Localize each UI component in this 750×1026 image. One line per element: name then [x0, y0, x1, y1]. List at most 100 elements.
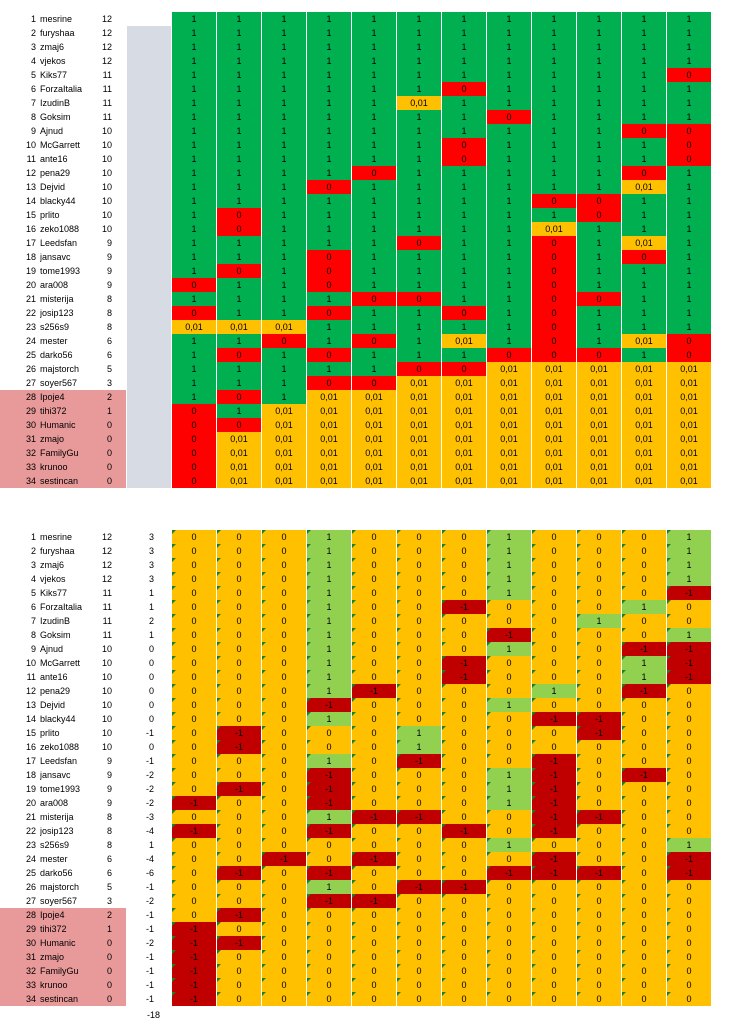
- grid-cell: 1: [622, 208, 666, 222]
- grid-cell: 1: [307, 600, 351, 614]
- grid-cell: 0: [352, 978, 396, 992]
- rank-cell: 28: [25, 910, 36, 920]
- grid-cell: 1: [262, 180, 306, 194]
- grid-cell: 0,01: [487, 418, 531, 432]
- grid-cell: 1: [487, 572, 531, 586]
- points-cell: 2: [106, 910, 112, 920]
- rank-cell: 4: [30, 574, 36, 584]
- grid-cell: 0: [442, 544, 486, 558]
- player-name: Ajnud: [40, 644, 64, 654]
- difference-cell: -4: [145, 826, 154, 836]
- difference-cell: -1: [145, 910, 154, 920]
- difference-total: -18: [146, 1010, 160, 1020]
- grid-cell: 1: [307, 362, 351, 376]
- table-row: 3 zmaj6 12 1 1 1 1 1 1 1 1 1 1 1 1: [0, 40, 750, 54]
- player-name: furyshaa: [40, 546, 75, 556]
- player-name: soyer567: [40, 896, 78, 906]
- grid-cell: 1: [397, 110, 441, 124]
- grid-cell: 1: [172, 110, 216, 124]
- table-row: 7 IzudinB 11 2 0 0 0 1 0 0 0 0 0 1 0 0: [0, 614, 750, 628]
- grid-cell: 1: [262, 68, 306, 82]
- rank-cell: 4: [30, 56, 36, 66]
- grid-cell: 0: [262, 530, 306, 544]
- player-name: zmajo: [40, 952, 65, 962]
- grid-cell: 1: [487, 54, 531, 68]
- grid-cell: 0,01: [442, 390, 486, 404]
- points-cell: 10: [101, 700, 112, 710]
- grid-cell: 0: [217, 894, 261, 908]
- grid-cell: 0: [262, 768, 306, 782]
- grid-cell: 1: [307, 222, 351, 236]
- grid-cell: 0,01: [667, 432, 711, 446]
- grid-cell: -1: [307, 866, 351, 880]
- grid-cell: 1: [307, 712, 351, 726]
- grid-cell: 0: [352, 754, 396, 768]
- grid-cell: 1: [262, 152, 306, 166]
- grid-cell: 0: [397, 768, 441, 782]
- grid-cell: 0: [622, 698, 666, 712]
- grid-cell: 0: [352, 166, 396, 180]
- grid-cell: 0: [487, 670, 531, 684]
- grid-cell: 1: [172, 194, 216, 208]
- grid-cell: 0: [352, 656, 396, 670]
- grid-cell: 0,01: [577, 376, 621, 390]
- grid-cell: 0,01: [442, 376, 486, 390]
- grid-cell: 0: [442, 936, 486, 950]
- grid-cell: 1: [397, 264, 441, 278]
- grid-cell: -1: [622, 768, 666, 782]
- grid-cell: 0: [262, 964, 306, 978]
- player-name: Goksim: [40, 112, 71, 122]
- grid-cell: 1: [262, 348, 306, 362]
- grid-cell: 1: [577, 180, 621, 194]
- points-cell: 3: [106, 378, 112, 388]
- grid-cell: 1: [217, 82, 261, 96]
- grid-cell: 1: [352, 54, 396, 68]
- grid-cell: 1: [262, 110, 306, 124]
- grid-cell: 0: [352, 740, 396, 754]
- grid-cell: 0,01: [442, 460, 486, 474]
- points-cell: 5: [106, 364, 112, 374]
- grid-cell: 0: [622, 124, 666, 138]
- grid-cell: 1: [352, 250, 396, 264]
- grid-cell: 0: [532, 936, 576, 950]
- grid-cell: 0: [667, 138, 711, 152]
- table-row: 20 ara008 9 -2 -1 0 0 -1 0 0 0 1 -1 0 0 0: [0, 796, 750, 810]
- grid-cell: 1: [397, 320, 441, 334]
- grid-cell: 0: [532, 908, 576, 922]
- points-cell: 11: [102, 112, 112, 122]
- grid-cell: -1: [577, 726, 621, 740]
- table-row: 10 McGarrett 10 0 0 0 0 1 0 0 -1 0 0 0 1 -1: [0, 656, 750, 670]
- grid-cell: 0: [172, 684, 216, 698]
- grid-cell: 0: [397, 586, 441, 600]
- grid-cell: 0,01: [487, 474, 531, 488]
- grid-cell: 1: [487, 96, 531, 110]
- grid-cell: 0: [217, 572, 261, 586]
- grid-cell: 1: [487, 278, 531, 292]
- grid-cell: 0: [262, 908, 306, 922]
- relegation-highlight: [0, 978, 126, 992]
- grid-cell: 0: [352, 838, 396, 852]
- rank-cell: 16: [25, 224, 36, 234]
- grid-cell: 0: [217, 628, 261, 642]
- grid-cell: 0: [577, 964, 621, 978]
- table-row: 22 josip123 8 -4 -1 0 0 -1 0 0 -1 0 -1 0 0 0: [0, 824, 750, 838]
- grid-cell: 0: [352, 922, 396, 936]
- grid-cell: 1: [442, 292, 486, 306]
- grid-cell: 0: [667, 754, 711, 768]
- player-name: pena29: [40, 168, 71, 178]
- grid-cell: 0,01: [667, 474, 711, 488]
- grid-cell: 0: [667, 824, 711, 838]
- points-cell: 11: [102, 98, 112, 108]
- grid-cell: 0,01: [397, 446, 441, 460]
- grid-cell: 0: [352, 992, 396, 1006]
- grid-cell: 0: [217, 768, 261, 782]
- grid-cell: 0: [442, 614, 486, 628]
- grid-cell: 0: [532, 236, 576, 250]
- grid-cell: 0: [217, 992, 261, 1006]
- player-name: jansavc: [40, 252, 71, 262]
- grid-cell: 0: [442, 684, 486, 698]
- grid-cell: 0: [622, 572, 666, 586]
- grid-cell: 1: [262, 82, 306, 96]
- rank-cell: 34: [25, 476, 36, 486]
- grid-cell: 1: [667, 572, 711, 586]
